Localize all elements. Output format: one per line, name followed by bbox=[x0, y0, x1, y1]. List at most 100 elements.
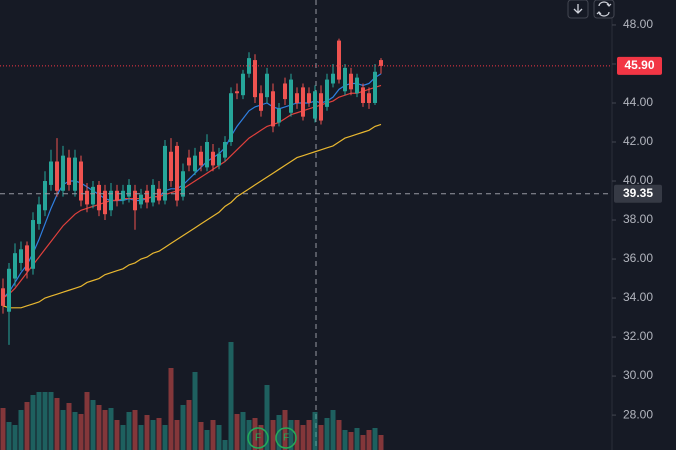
candle-body bbox=[361, 87, 365, 103]
candle-body bbox=[43, 181, 47, 211]
candle-body bbox=[145, 190, 149, 203]
volume-bar bbox=[132, 410, 138, 450]
candle-body bbox=[325, 79, 329, 107]
candle-body bbox=[109, 190, 113, 211]
volume-bar bbox=[150, 420, 156, 450]
candle-body bbox=[235, 91, 239, 94]
volume-bar bbox=[144, 415, 150, 450]
last-price-label: 45.90 bbox=[624, 58, 654, 72]
candle-body bbox=[169, 151, 173, 182]
reset-button[interactable] bbox=[593, 0, 615, 19]
candle-body bbox=[85, 190, 89, 205]
volume-bar bbox=[294, 420, 300, 450]
candle-body bbox=[115, 190, 119, 201]
volume-bar bbox=[264, 385, 270, 450]
y-tick-label: 30.00 bbox=[623, 368, 653, 382]
moving-average-line bbox=[2, 73, 382, 299]
volume-bar bbox=[216, 425, 222, 450]
moving-average-line bbox=[2, 123, 382, 309]
candle-body bbox=[31, 220, 35, 269]
candle-body bbox=[223, 142, 227, 158]
event-marker-label: F bbox=[283, 433, 289, 444]
volume-bar bbox=[366, 430, 372, 450]
candle-body bbox=[25, 245, 29, 271]
candle-body bbox=[295, 93, 299, 103]
candle-body bbox=[337, 40, 341, 80]
event-marker bbox=[247, 427, 269, 449]
candle-body bbox=[199, 151, 203, 166]
crosshair-label: 39.35 bbox=[623, 186, 653, 200]
volume-bar bbox=[126, 412, 132, 450]
volume-bar bbox=[120, 425, 126, 450]
event-marker bbox=[275, 427, 297, 449]
candle-body bbox=[331, 73, 335, 84]
volume-bar bbox=[378, 435, 384, 450]
volume-bar bbox=[84, 392, 90, 450]
volume-bar bbox=[72, 412, 78, 450]
scroll-down-button[interactable] bbox=[567, 0, 589, 19]
volume-bar bbox=[312, 412, 318, 450]
volume-bar bbox=[288, 420, 294, 450]
volume-bar bbox=[42, 392, 48, 450]
candle-body bbox=[265, 73, 269, 98]
volume-bar bbox=[6, 422, 12, 450]
candle-body bbox=[367, 93, 371, 103]
volume-bar bbox=[210, 420, 216, 450]
volume-bar bbox=[0, 408, 6, 450]
candle-body bbox=[205, 142, 209, 168]
candle-body bbox=[127, 184, 131, 197]
y-tick-label: 44.00 bbox=[623, 95, 653, 109]
y-tick-label: 36.00 bbox=[623, 251, 653, 265]
y-tick-label: 48.00 bbox=[623, 17, 653, 31]
volume-bar bbox=[54, 398, 60, 450]
last-price-badge bbox=[617, 56, 662, 75]
candle-body bbox=[349, 73, 353, 90]
volume-bar bbox=[24, 402, 30, 450]
candle-body bbox=[211, 151, 215, 166]
volume-bar bbox=[240, 412, 246, 450]
candle-body bbox=[307, 93, 311, 103]
volume-bar bbox=[180, 405, 186, 450]
y-tick-label: 28.00 bbox=[623, 407, 653, 421]
volume-bar bbox=[102, 410, 108, 450]
candle-body bbox=[13, 253, 17, 279]
candle-body bbox=[373, 71, 377, 103]
volume-bar bbox=[204, 430, 210, 450]
volume-bar bbox=[318, 425, 324, 450]
volume-bar bbox=[66, 403, 72, 450]
candle-body bbox=[259, 93, 263, 111]
candle-body bbox=[121, 190, 125, 201]
candle-body bbox=[37, 204, 41, 224]
volume-bar bbox=[270, 420, 276, 450]
y-tick-label: 32.00 bbox=[623, 329, 653, 343]
candle-body bbox=[67, 157, 71, 185]
candle-body bbox=[1, 288, 5, 306]
volume-bar bbox=[324, 418, 330, 450]
candle-body bbox=[301, 87, 305, 117]
volume-bar bbox=[30, 395, 36, 450]
candle-body bbox=[187, 157, 191, 166]
volume-bar bbox=[306, 420, 312, 450]
y-tick-label: 34.00 bbox=[623, 290, 653, 304]
candle-body bbox=[181, 171, 185, 197]
candle-body bbox=[229, 93, 233, 143]
volume-bar bbox=[330, 410, 336, 450]
volume-bar bbox=[12, 425, 18, 450]
volume-bar bbox=[156, 418, 162, 450]
volume-bar bbox=[354, 428, 360, 450]
candle-body bbox=[91, 186, 95, 205]
volume-bar bbox=[342, 430, 348, 450]
candle-body bbox=[133, 190, 137, 211]
y-tick-label: 42.00 bbox=[623, 134, 653, 148]
candle-body bbox=[79, 161, 83, 201]
volume-bar bbox=[114, 420, 120, 450]
candle-body bbox=[19, 249, 23, 263]
volume-bar bbox=[48, 392, 54, 450]
volume-bar bbox=[186, 400, 192, 450]
volume-bar bbox=[36, 392, 42, 450]
candle-body bbox=[277, 108, 281, 123]
volume-bar bbox=[192, 372, 198, 450]
volume-bar bbox=[252, 418, 258, 450]
candle-body bbox=[103, 190, 107, 215]
